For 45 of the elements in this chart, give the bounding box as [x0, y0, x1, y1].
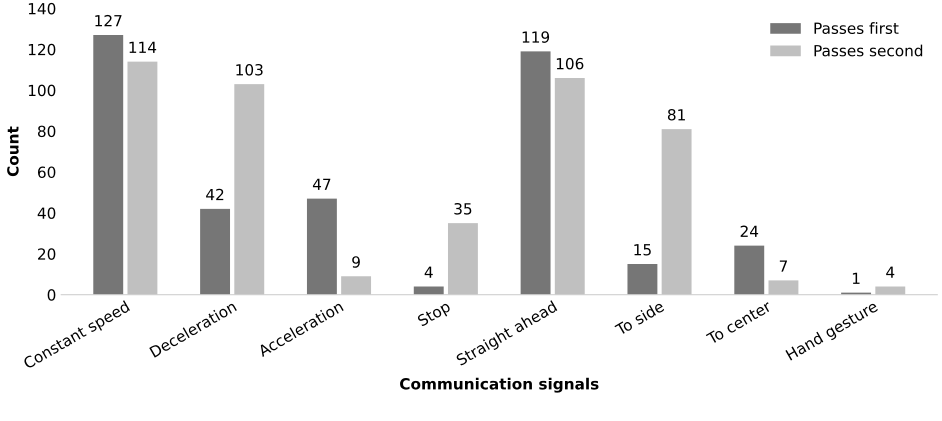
data-label: 103	[236, 64, 263, 76]
bar	[627, 264, 658, 295]
data-label: 47	[312, 178, 330, 190]
bar	[306, 198, 337, 295]
y-tick-label: 0	[48, 289, 56, 301]
data-label: 4	[424, 266, 433, 278]
bar	[341, 276, 372, 295]
data-label: 127	[95, 14, 122, 26]
legend-label: Passes second	[814, 44, 922, 56]
y-axis-title: Count	[7, 126, 19, 176]
x-tick-label: To side	[614, 300, 665, 336]
y-tick-label: 80	[38, 126, 56, 138]
y-tick-label: 40	[38, 207, 56, 219]
data-label: 119	[522, 31, 550, 43]
bar	[127, 62, 158, 295]
x-axis-title: Communication signals	[400, 378, 598, 393]
y-tick-label: 20	[38, 248, 56, 260]
data-label: 42	[206, 188, 224, 200]
data-label: 106	[556, 58, 584, 70]
bar	[93, 35, 124, 295]
bar	[662, 129, 692, 295]
bar	[520, 51, 551, 295]
data-label: 15	[634, 244, 651, 256]
data-label: 4	[886, 266, 894, 278]
data-label: 114	[130, 42, 156, 53]
data-label: 24	[740, 226, 758, 237]
y-tick-label: 100	[28, 84, 56, 96]
y-tick-label: 120	[28, 44, 56, 56]
y-tick-label: 140	[28, 2, 56, 14]
bar	[234, 84, 264, 295]
bar	[448, 223, 478, 295]
data-label: 1	[852, 272, 860, 284]
x-tick-label: Stop	[416, 300, 453, 330]
data-label: 7	[780, 260, 787, 272]
y-tick-label: 60	[38, 166, 56, 178]
bar	[875, 286, 906, 295]
bar	[554, 78, 585, 295]
bar	[414, 286, 444, 295]
bar	[768, 280, 798, 295]
data-label: 35	[454, 203, 472, 215]
data-label: 81	[668, 108, 685, 121]
legend-label: Passes first	[814, 22, 899, 34]
data-label: 9	[352, 256, 360, 268]
bar	[200, 208, 230, 295]
bar	[734, 246, 764, 295]
